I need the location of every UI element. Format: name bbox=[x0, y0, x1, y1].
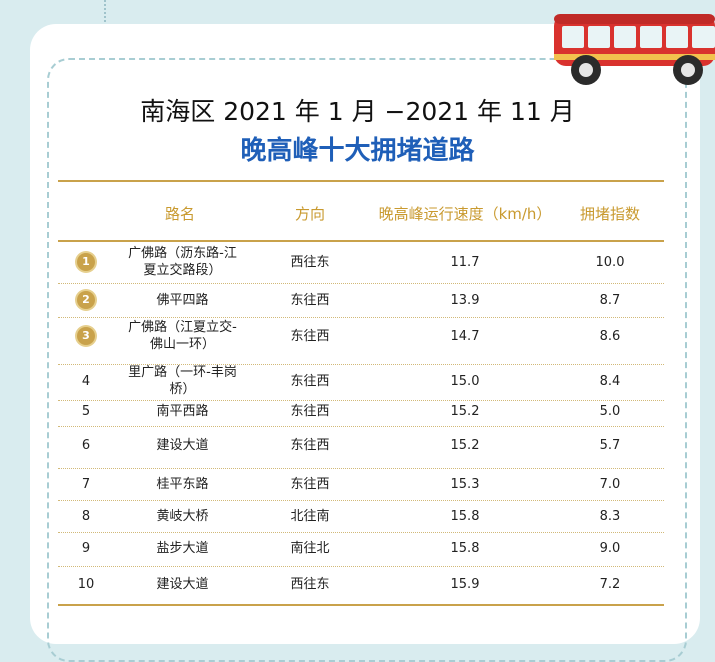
road-name-line: 盐步大道 bbox=[156, 540, 209, 556]
cell-direction: 东往西 bbox=[290, 477, 330, 492]
road-name: 佛平四路 bbox=[105, 292, 260, 309]
row-divider bbox=[58, 566, 664, 567]
cell-direction: 东往西 bbox=[290, 404, 330, 419]
cell-direction: 南往北 bbox=[290, 541, 330, 556]
cell-index: 9.0 bbox=[599, 541, 621, 556]
cell-speed: 15.8 bbox=[450, 541, 480, 556]
cell-index: 5.0 bbox=[599, 404, 621, 419]
road-name: 桂平东路 bbox=[105, 476, 260, 493]
road-name-line: 黄岐大桥 bbox=[156, 508, 209, 524]
bus-icon bbox=[554, 14, 715, 85]
road-name-line: 夏立交路段） bbox=[143, 263, 222, 278]
road-name: 建设大道 bbox=[105, 576, 260, 593]
cell-index: 8.7 bbox=[599, 293, 621, 308]
cell-speed: 14.7 bbox=[450, 329, 480, 344]
rank-number: 6 bbox=[81, 438, 91, 453]
road-name-line: 桥） bbox=[169, 382, 196, 397]
road-name-line: 广佛路（沥东路-江 bbox=[128, 246, 237, 261]
cell-index: 10.0 bbox=[595, 255, 625, 270]
road-name-line: 建设大道 bbox=[156, 576, 209, 592]
cell-index: 8.4 bbox=[599, 374, 621, 389]
cell-speed: 15.2 bbox=[450, 404, 480, 419]
road-name: 黄岐大桥 bbox=[105, 508, 260, 525]
header-direction: 方向 bbox=[294, 205, 325, 223]
cell-direction: 北往南 bbox=[290, 509, 330, 524]
road-name: 里广路（一环-丰岗 桥） bbox=[105, 364, 260, 398]
cell-speed: 15.3 bbox=[450, 477, 480, 492]
row-divider bbox=[58, 364, 664, 365]
cell-index: 7.2 bbox=[599, 577, 621, 592]
row-divider bbox=[58, 500, 664, 501]
cell-direction: 西往东 bbox=[290, 255, 330, 270]
road-name-line: 里广路（一环-丰岗 bbox=[128, 365, 237, 380]
rank-number: 10 bbox=[77, 577, 95, 592]
cell-index: 8.6 bbox=[599, 329, 621, 344]
row-divider bbox=[58, 468, 664, 469]
rank-badge-icon: 2 bbox=[77, 291, 95, 309]
cell-direction: 东往西 bbox=[290, 329, 330, 344]
row-divider bbox=[58, 317, 664, 318]
road-name: 广佛路（江夏立交- 佛山一环） bbox=[105, 319, 260, 353]
road-name-line: 桂平东路 bbox=[156, 476, 209, 492]
cell-speed: 15.9 bbox=[450, 577, 480, 592]
table-top-rule bbox=[58, 180, 664, 182]
road-name-line: 佛山一环） bbox=[149, 337, 215, 352]
road-name-line: 南平西路 bbox=[156, 403, 209, 419]
road-name: 盐步大道 bbox=[105, 540, 260, 557]
row-divider bbox=[58, 426, 664, 427]
cell-speed: 15.8 bbox=[450, 509, 480, 524]
cell-index: 7.0 bbox=[599, 477, 621, 492]
content-card bbox=[30, 24, 700, 644]
road-name: 广佛路（沥东路-江 夏立交路段） bbox=[105, 245, 260, 279]
cell-direction: 东往西 bbox=[290, 293, 330, 308]
cell-speed: 15.2 bbox=[450, 438, 480, 453]
row-divider bbox=[58, 532, 664, 533]
header-index: 拥堵指数 bbox=[579, 205, 640, 223]
cell-direction: 西往东 bbox=[290, 577, 330, 592]
row-divider bbox=[58, 283, 664, 284]
table-header-rule bbox=[58, 240, 664, 242]
cell-direction: 东往西 bbox=[290, 438, 330, 453]
row-divider bbox=[58, 400, 664, 401]
cell-index: 8.3 bbox=[599, 509, 621, 524]
cell-speed: 11.7 bbox=[450, 255, 480, 270]
cell-speed: 13.9 bbox=[450, 293, 480, 308]
rank-badge-icon: 3 bbox=[77, 327, 95, 345]
table-bottom-rule bbox=[58, 604, 664, 606]
road-name: 建设大道 bbox=[105, 437, 260, 454]
rank-number: 5 bbox=[81, 404, 91, 419]
road-name-line: 建设大道 bbox=[156, 437, 209, 453]
page-subtitle: 晚高峰十大拥堵道路 bbox=[240, 136, 475, 166]
cell-index: 5.7 bbox=[599, 438, 621, 453]
header-road: 路名 bbox=[164, 205, 195, 223]
rank-number: 7 bbox=[81, 477, 91, 492]
header-speed: 晚高峰运行速度（km/h） bbox=[378, 205, 552, 223]
road-name: 南平西路 bbox=[105, 403, 260, 420]
rank-number: 8 bbox=[81, 509, 91, 524]
road-name-line: 广佛路（江夏立交- bbox=[128, 320, 237, 335]
page-title: 南海区 2021 年 1 月 −2021 年 11 月 bbox=[140, 97, 575, 126]
rank-badge-icon: 1 bbox=[77, 253, 95, 271]
road-name-line: 佛平四路 bbox=[156, 292, 209, 308]
cell-direction: 东往西 bbox=[290, 374, 330, 389]
cell-speed: 15.0 bbox=[450, 374, 480, 389]
rank-number: 9 bbox=[81, 541, 91, 556]
background-dotted-line bbox=[104, 0, 106, 22]
rank-number: 4 bbox=[81, 374, 91, 389]
